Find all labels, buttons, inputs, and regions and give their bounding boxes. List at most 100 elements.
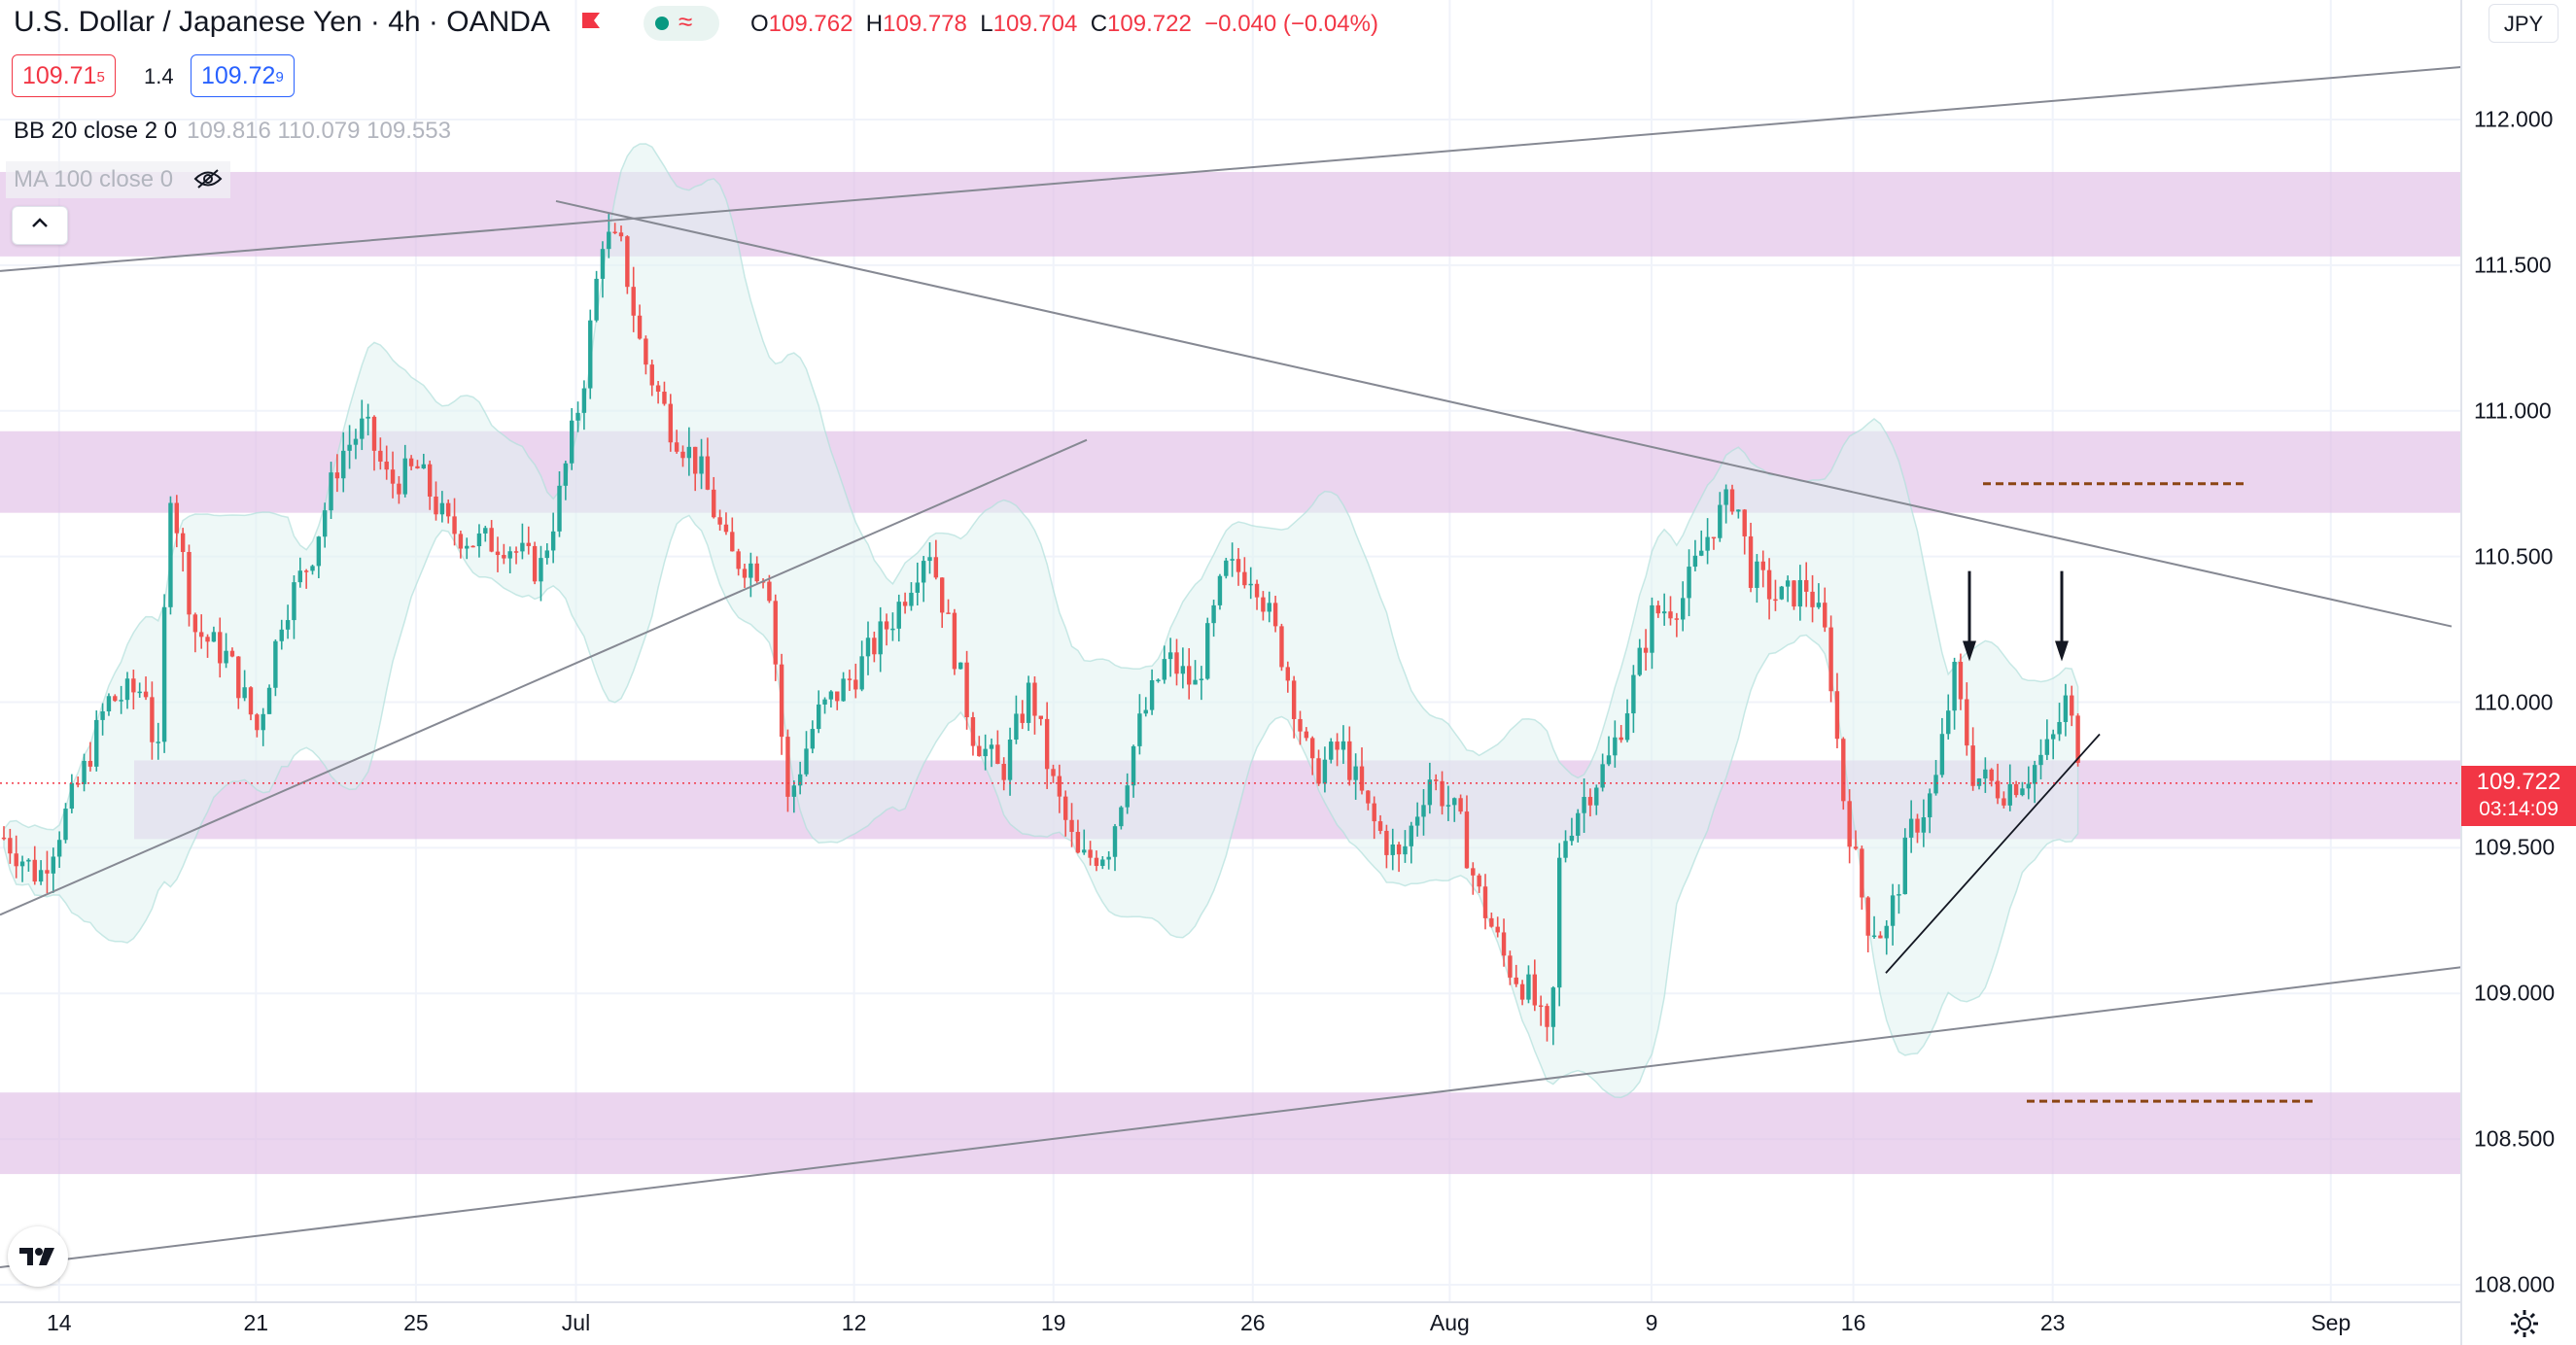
candle xyxy=(742,564,748,588)
collapse-legend-button[interactable] xyxy=(12,206,68,245)
candle xyxy=(1180,647,1186,689)
candle xyxy=(1785,575,1791,603)
trendlines xyxy=(0,66,2462,1269)
trendline-descending xyxy=(555,199,2453,628)
candle xyxy=(38,860,44,885)
candle xyxy=(865,621,871,675)
flag-icon[interactable] xyxy=(580,12,602,29)
tradingview-logo[interactable] xyxy=(8,1226,68,1287)
candle xyxy=(507,546,512,573)
candle xyxy=(2002,791,2006,809)
candle xyxy=(779,653,784,755)
candle xyxy=(63,803,68,844)
candle xyxy=(797,761,803,795)
candle xyxy=(817,690,821,734)
sr-zone xyxy=(0,171,2461,257)
candle xyxy=(699,438,704,490)
candle xyxy=(297,557,302,588)
candle xyxy=(1082,829,1087,855)
candle xyxy=(45,850,50,894)
candle xyxy=(1952,657,1957,730)
sr-zone xyxy=(134,760,2461,840)
last-price-label: 109.722 03:14:09 xyxy=(2461,766,2576,826)
candle xyxy=(705,437,711,491)
candle xyxy=(452,498,457,546)
candle xyxy=(2057,703,2062,741)
candle xyxy=(736,548,741,576)
candle xyxy=(1681,581,1686,632)
price-tick: 109.500 xyxy=(2474,834,2556,860)
candle xyxy=(1995,763,2001,805)
candle xyxy=(1236,547,1241,586)
gear-icon[interactable] xyxy=(2508,1307,2541,1340)
time-tick: 16 xyxy=(1840,1310,1866,1335)
bb-indicator-legend[interactable]: BB 20 close 2 0 109.816 110.079 109.553 xyxy=(14,118,451,144)
candle xyxy=(113,694,118,703)
candle xyxy=(371,415,377,471)
candle xyxy=(248,686,254,721)
eye-hidden-icon[interactable] xyxy=(193,168,223,190)
candle xyxy=(1958,653,1964,710)
candle xyxy=(131,670,136,709)
candle xyxy=(1773,579,1778,611)
candle xyxy=(1501,918,1507,967)
candle xyxy=(1976,777,1982,790)
candle xyxy=(878,606,883,672)
candle xyxy=(69,774,75,813)
candle xyxy=(649,360,654,397)
candle xyxy=(150,681,155,760)
candle xyxy=(1038,715,1043,726)
candle xyxy=(662,381,667,406)
candle xyxy=(1069,803,1074,847)
candle xyxy=(723,512,729,535)
candle xyxy=(1366,790,1371,810)
candle xyxy=(1755,554,1759,604)
symbol-title[interactable]: U.S. Dollar / Japanese Yen · 4h · OANDA xyxy=(14,6,550,38)
buy-price-button[interactable]: 109.729 xyxy=(191,54,295,97)
candle xyxy=(1779,585,1784,601)
candle xyxy=(1729,484,1735,515)
time-tick: 23 xyxy=(2039,1310,2066,1335)
bollinger-bands xyxy=(3,143,2079,1098)
candle xyxy=(1026,675,1031,732)
ma-indicator-legend[interactable]: MA 100 close 0 xyxy=(6,161,230,198)
candle xyxy=(872,631,877,663)
candle xyxy=(1526,965,1531,1004)
candle xyxy=(1106,850,1111,870)
candle xyxy=(1482,874,1488,930)
candle xyxy=(1576,809,1581,843)
candle xyxy=(1396,842,1402,873)
price-tick: 110.500 xyxy=(2474,543,2554,569)
candle xyxy=(1619,725,1623,743)
price-tick: 111.000 xyxy=(2474,397,2552,424)
candle xyxy=(1167,638,1173,677)
market-status-pill[interactable]: ≈ xyxy=(644,6,719,41)
price-tick: 108.500 xyxy=(2474,1125,2556,1152)
candle xyxy=(835,691,840,710)
close-value: 109.722 xyxy=(1107,11,1192,37)
candle xyxy=(1310,736,1315,776)
candle xyxy=(1810,574,1815,623)
candle xyxy=(1119,806,1124,830)
candle xyxy=(1908,800,1914,853)
tv-logo-icon xyxy=(19,1248,54,1265)
time-tick: Aug xyxy=(1429,1310,1470,1335)
sell-price-button[interactable]: 109.715 xyxy=(12,54,116,97)
candle xyxy=(1445,785,1451,821)
candle xyxy=(693,446,698,492)
candle xyxy=(1853,830,1859,850)
candle xyxy=(810,720,816,754)
candle xyxy=(1230,542,1235,577)
candle xyxy=(1211,600,1216,638)
candle xyxy=(847,670,853,691)
candle xyxy=(1582,778,1586,833)
currency-button[interactable]: JPY xyxy=(2489,4,2559,43)
candle xyxy=(791,780,796,813)
price-tick: 112.000 xyxy=(2474,106,2554,132)
candle xyxy=(890,612,895,641)
candle xyxy=(1600,753,1605,792)
candle xyxy=(1834,672,1840,748)
candle xyxy=(489,520,494,553)
candle xyxy=(1519,980,1525,1006)
